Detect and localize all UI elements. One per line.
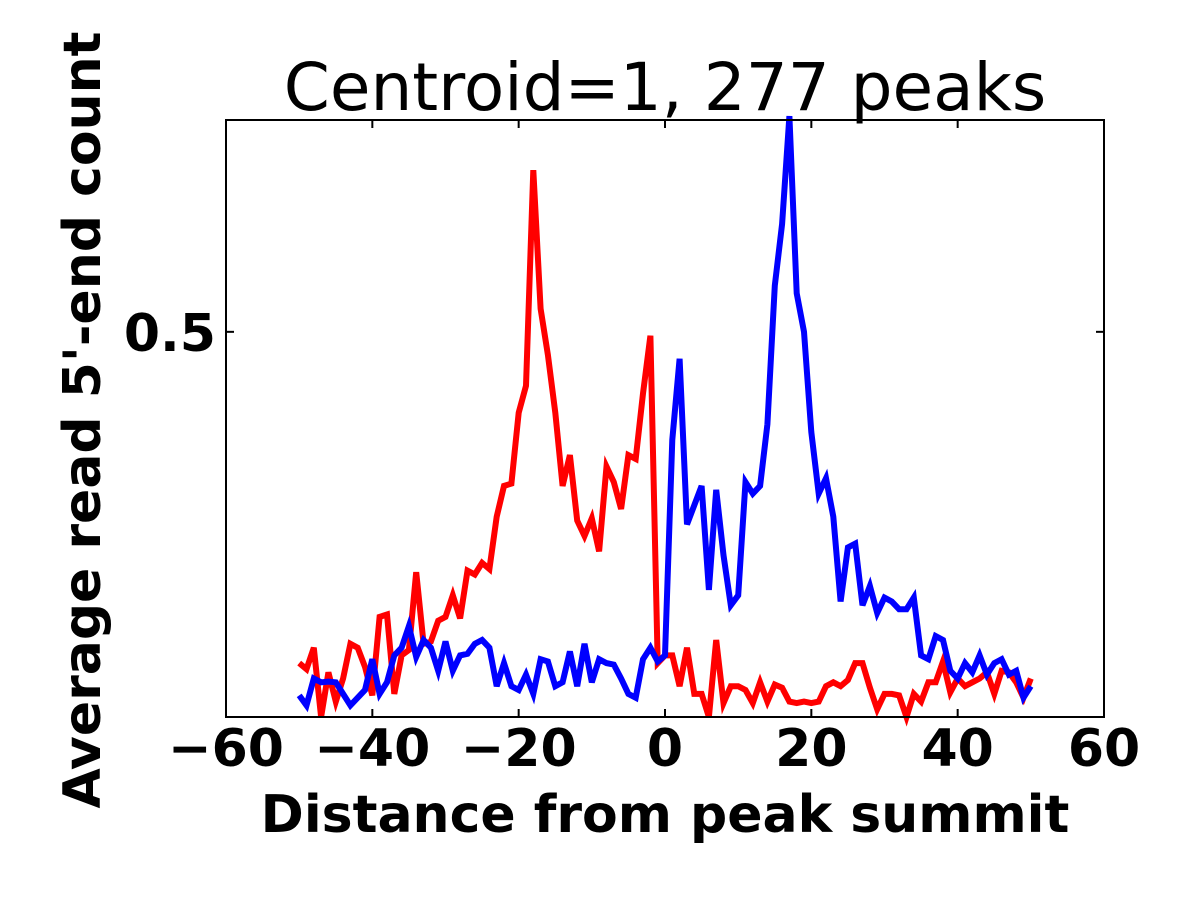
x-tick-label: −20 [461,719,577,779]
x-tick-label: 0 [647,719,683,779]
tick-layer: −60 −40 −20 0 20 40 60 0.5 [124,120,1140,779]
x-tick-label: 20 [775,719,847,779]
x-tick-label: −40 [314,719,430,779]
x-axis-label: Distance from peak summit [261,785,1070,845]
y-axis-label: Average read 5'-end count [53,32,113,809]
series-line-2 [296,115,1034,713]
chart-title: Centroid=1, 277 peaks [284,49,1046,126]
x-tick-label: 60 [1068,719,1140,779]
x-tick-label: 40 [921,719,993,779]
series-layer [296,115,1034,727]
y-tick-label: 0.5 [124,304,216,364]
x-tick-label: −60 [168,719,284,779]
